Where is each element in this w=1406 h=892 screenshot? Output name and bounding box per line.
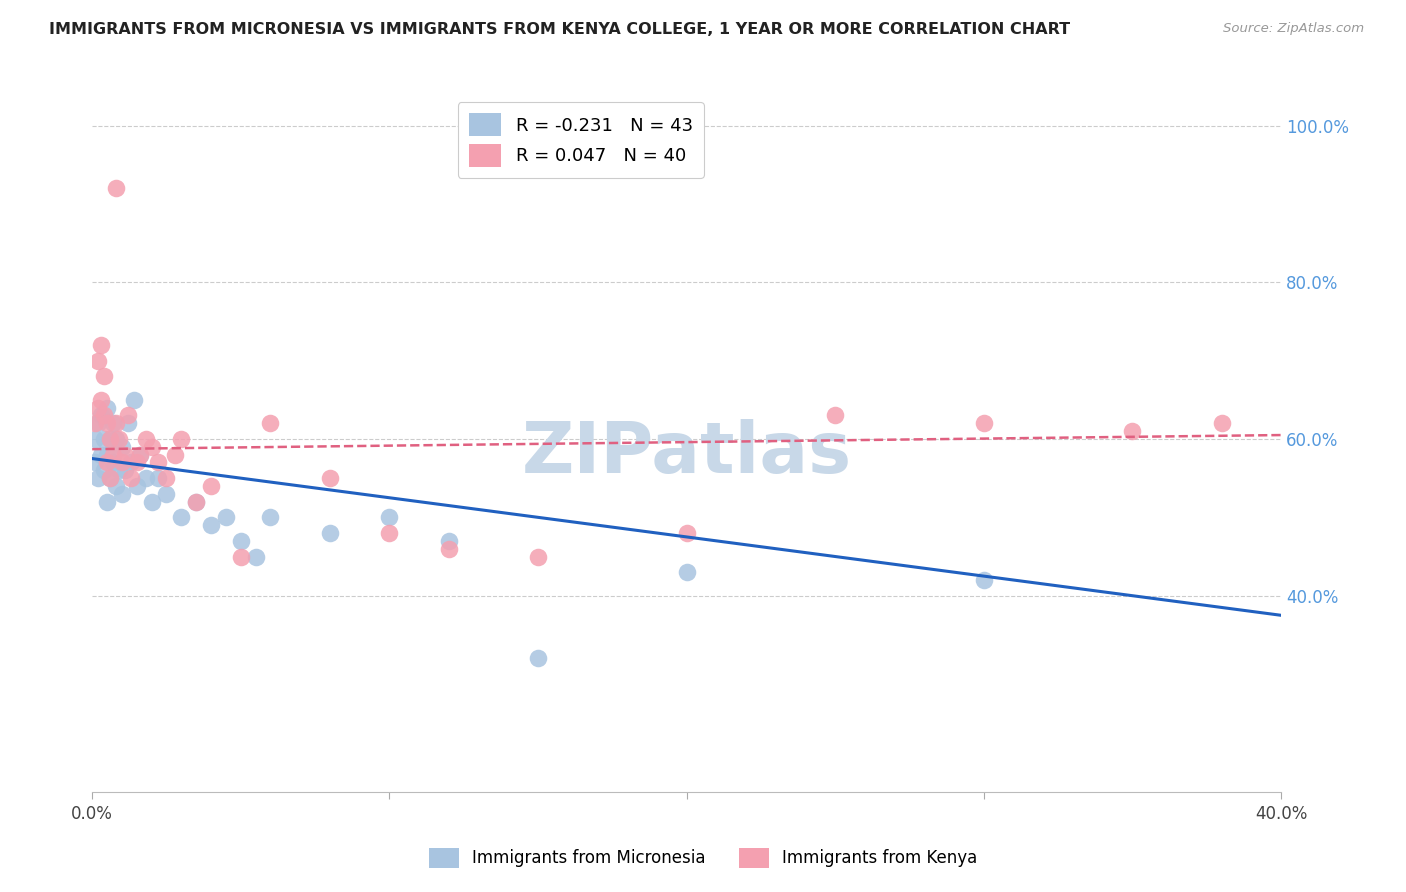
Point <box>96 448 118 462</box>
Point <box>128 448 150 462</box>
Point <box>229 533 252 548</box>
Point <box>101 417 124 431</box>
Point <box>104 181 127 195</box>
Point <box>146 455 169 469</box>
Point <box>128 448 150 462</box>
Point <box>319 526 342 541</box>
Point <box>170 432 193 446</box>
Point <box>141 494 163 508</box>
Point <box>84 455 107 469</box>
Point <box>125 479 148 493</box>
Point <box>96 494 118 508</box>
Text: ZIPatlas: ZIPatlas <box>522 418 852 488</box>
Point <box>98 432 121 446</box>
Point <box>437 533 460 548</box>
Point <box>229 549 252 564</box>
Point <box>117 417 139 431</box>
Text: IMMIGRANTS FROM MICRONESIA VS IMMIGRANTS FROM KENYA COLLEGE, 1 YEAR OR MORE CORR: IMMIGRANTS FROM MICRONESIA VS IMMIGRANTS… <box>49 22 1070 37</box>
Point <box>111 487 134 501</box>
Point <box>108 463 131 477</box>
Point <box>93 463 115 477</box>
Point <box>141 440 163 454</box>
Point <box>1211 417 1233 431</box>
Point <box>96 417 118 431</box>
Point <box>114 448 136 462</box>
Legend: Immigrants from Micronesia, Immigrants from Kenya: Immigrants from Micronesia, Immigrants f… <box>422 841 984 875</box>
Point <box>146 471 169 485</box>
Point <box>824 409 846 423</box>
Point <box>98 432 121 446</box>
Legend: R = -0.231   N = 43, R = 0.047   N = 40: R = -0.231 N = 43, R = 0.047 N = 40 <box>458 103 703 178</box>
Point <box>135 471 157 485</box>
Point <box>104 479 127 493</box>
Point <box>120 471 142 485</box>
Point <box>87 401 110 415</box>
Point <box>973 417 995 431</box>
Point <box>93 432 115 446</box>
Point <box>186 494 208 508</box>
Point <box>84 432 107 446</box>
Point <box>319 471 342 485</box>
Point <box>98 471 121 485</box>
Point <box>378 510 401 524</box>
Point <box>200 479 222 493</box>
Point <box>165 448 187 462</box>
Point <box>973 573 995 587</box>
Point <box>87 353 110 368</box>
Point <box>90 392 112 407</box>
Point <box>98 471 121 485</box>
Point <box>675 565 697 579</box>
Point <box>101 448 124 462</box>
Point <box>122 392 145 407</box>
Point <box>259 417 281 431</box>
Point <box>378 526 401 541</box>
Point <box>186 494 208 508</box>
Point <box>117 409 139 423</box>
Point <box>170 510 193 524</box>
Point <box>104 432 127 446</box>
Point <box>90 338 112 352</box>
Point <box>200 518 222 533</box>
Point <box>111 455 134 469</box>
Point <box>87 417 110 431</box>
Point <box>1121 424 1143 438</box>
Point <box>90 409 112 423</box>
Point <box>527 651 550 665</box>
Point <box>111 440 134 454</box>
Text: Source: ZipAtlas.com: Source: ZipAtlas.com <box>1223 22 1364 36</box>
Point <box>90 448 112 462</box>
Point <box>245 549 267 564</box>
Point <box>155 487 177 501</box>
Point <box>259 510 281 524</box>
Point <box>87 471 110 485</box>
Point <box>104 417 127 431</box>
Point <box>120 455 142 469</box>
Point <box>155 471 177 485</box>
Point <box>675 526 697 541</box>
Point <box>108 432 131 446</box>
Point <box>437 541 460 556</box>
Point <box>125 455 148 469</box>
Point <box>135 432 157 446</box>
Point <box>114 463 136 477</box>
Point <box>93 369 115 384</box>
Point <box>96 401 118 415</box>
Point <box>527 549 550 564</box>
Point <box>84 417 107 431</box>
Point <box>93 409 115 423</box>
Point <box>215 510 238 524</box>
Point <box>101 455 124 469</box>
Point <box>96 455 118 469</box>
